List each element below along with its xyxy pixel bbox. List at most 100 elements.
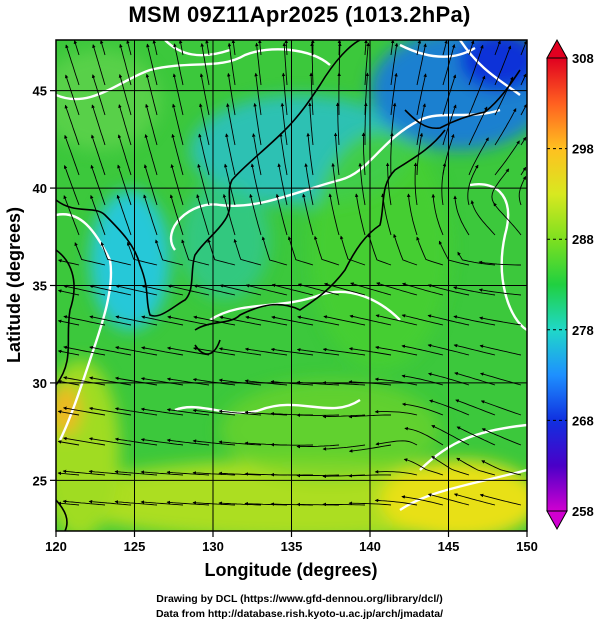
streamline <box>253 102 262 146</box>
streamline <box>140 438 184 446</box>
streamline <box>416 43 427 86</box>
streamline <box>116 194 132 236</box>
streamline <box>322 347 366 356</box>
streamline <box>119 43 132 86</box>
streamline <box>89 406 132 416</box>
streamline <box>100 241 132 266</box>
streamline <box>494 108 517 146</box>
streamline <box>62 469 106 476</box>
streamline <box>375 440 418 446</box>
streamline <box>57 289 80 296</box>
streamline <box>270 380 314 386</box>
streamline <box>328 193 340 236</box>
streamline <box>339 235 366 266</box>
streamline <box>457 251 496 266</box>
streamline <box>63 436 106 446</box>
streamline <box>115 284 158 296</box>
colorbar-tick-label: 288 <box>572 232 594 247</box>
streamline <box>227 42 236 86</box>
streamline <box>57 319 80 326</box>
streamline <box>207 239 236 266</box>
streamline <box>90 134 106 176</box>
streamline <box>494 140 520 176</box>
streamline <box>309 72 314 116</box>
colorbar-tick-label: 268 <box>572 413 594 428</box>
streamline <box>468 44 484 86</box>
streamline <box>57 501 80 506</box>
streamline <box>63 195 80 236</box>
streamline <box>364 40 368 56</box>
streamline <box>140 377 184 386</box>
streamline <box>192 439 236 446</box>
y-axis-label: Latitude (degrees) <box>4 207 24 363</box>
streamline <box>271 315 314 326</box>
streamline <box>143 164 158 206</box>
streamline <box>281 72 288 116</box>
y-axis-ticks: 25 30 35 40 45 <box>33 84 56 488</box>
streamline <box>306 132 314 176</box>
streamline <box>218 501 262 506</box>
streamline <box>114 500 158 506</box>
streamline <box>169 194 184 236</box>
streamline <box>304 163 314 206</box>
streamline <box>470 200 496 236</box>
streamline <box>114 407 158 416</box>
streamline <box>222 193 236 236</box>
streamline <box>322 414 366 419</box>
streamline <box>310 42 314 86</box>
colorbar-top-arrow <box>546 38 568 59</box>
streamline <box>233 238 262 266</box>
streamline <box>89 315 132 326</box>
streamline <box>480 400 522 416</box>
streamline <box>374 409 418 416</box>
streamline <box>57 440 80 446</box>
streamline <box>89 376 132 386</box>
streamline <box>468 137 489 176</box>
streamline <box>479 493 522 506</box>
x-tick-label: 150 <box>516 539 538 554</box>
streamline <box>297 315 340 326</box>
streamline <box>453 195 470 236</box>
streamline <box>520 40 527 56</box>
streamline <box>456 426 496 446</box>
streamline <box>404 426 444 446</box>
streamline <box>375 345 418 356</box>
streamline <box>63 165 80 206</box>
streamline <box>140 407 184 416</box>
streamline <box>152 40 158 56</box>
colorbar-tick-label: 258 <box>572 504 594 519</box>
streamline <box>468 75 486 116</box>
streamline <box>143 194 158 236</box>
streamline <box>354 193 366 236</box>
streamline <box>223 163 236 206</box>
streamline <box>335 102 340 146</box>
streamline <box>296 502 339 507</box>
streamline <box>364 102 368 145</box>
colorbar-tick-label: 278 <box>572 323 594 338</box>
streamline <box>308 102 314 146</box>
streamline <box>296 473 340 478</box>
streamline <box>218 440 262 446</box>
streamline <box>453 493 496 506</box>
streamline <box>200 43 210 86</box>
streamline <box>431 193 444 236</box>
streamline <box>481 428 522 446</box>
streamline <box>494 45 512 86</box>
streamline <box>403 458 444 476</box>
streamline <box>429 399 470 416</box>
streamline <box>117 134 132 176</box>
streamline <box>374 498 418 506</box>
streamline <box>88 499 132 506</box>
streamline <box>416 236 444 266</box>
streamline <box>117 164 132 206</box>
streamline <box>416 103 426 146</box>
streamline <box>385 162 392 206</box>
streamline <box>64 104 80 146</box>
streamline <box>145 73 158 116</box>
streamline <box>416 73 427 116</box>
streamline <box>118 104 132 146</box>
streamline <box>63 406 106 416</box>
streamline <box>284 40 289 56</box>
streamline <box>166 408 210 416</box>
streamline <box>367 233 392 266</box>
